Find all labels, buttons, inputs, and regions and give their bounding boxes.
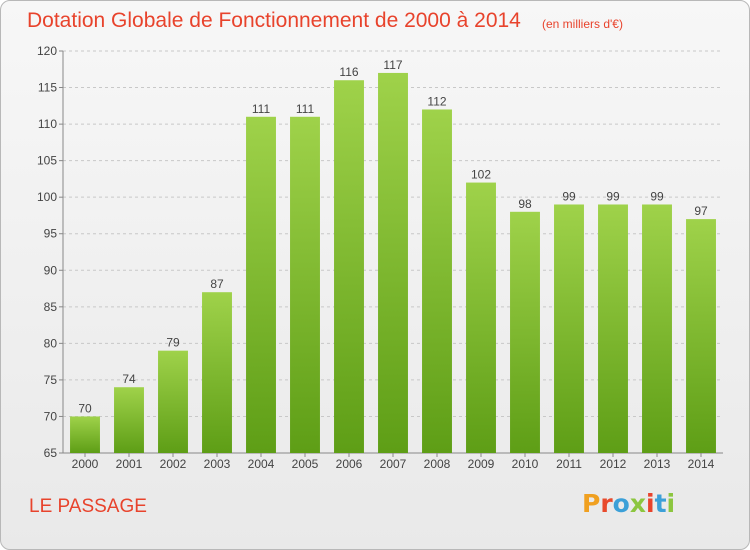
x-tick-label: 2014 <box>688 457 715 471</box>
x-tick-label: 2009 <box>468 457 495 471</box>
logo-letter: t <box>654 489 667 518</box>
bar <box>158 350 188 453</box>
y-tick-label: 80 <box>44 336 58 350</box>
bar <box>422 109 452 454</box>
x-tick-label: 2007 <box>380 457 407 471</box>
x-tick-label: 2011 <box>556 457 582 471</box>
x-tick-label: 2003 <box>204 457 231 471</box>
chart-unit-note: (en milliers d'€) <box>542 17 623 31</box>
logo-letter: i <box>666 489 676 518</box>
y-tick-label: 110 <box>38 117 57 131</box>
y-tick-label: 75 <box>44 373 58 387</box>
bar <box>246 116 276 454</box>
data-label: 116 <box>339 65 358 79</box>
labels: 65 70 75 80 85 90 95 100 105 110 115 120 70 2000 74 200… <box>37 44 715 471</box>
y-tick-label: 120 <box>37 44 57 58</box>
logo-letter: r <box>600 489 613 518</box>
bar <box>554 204 584 453</box>
x-tick-label: 2013 <box>644 457 671 471</box>
x-tick-label: 2005 <box>292 457 319 471</box>
data-label: 74 <box>122 372 136 386</box>
data-label: 87 <box>210 277 224 291</box>
logo-letter: x <box>629 489 646 518</box>
bar <box>378 72 408 453</box>
bar <box>642 204 672 453</box>
bar <box>70 416 100 453</box>
x-tick-label: 2000 <box>72 457 99 471</box>
bar <box>598 204 628 453</box>
logo-letter: i <box>646 489 655 518</box>
y-tick-label: 70 <box>44 409 58 423</box>
y-tick-label: 105 <box>37 154 57 168</box>
proxiti-logo[interactable]: Proxiti <box>582 489 675 518</box>
x-tick-label: 2004 <box>248 457 275 471</box>
data-label: 112 <box>427 94 446 108</box>
x-tick-label: 2001 <box>116 457 143 471</box>
logo-letter: o <box>612 489 630 518</box>
data-label: 102 <box>471 168 491 182</box>
x-tick-label: 2006 <box>336 457 363 471</box>
y-tick-label: 100 <box>37 190 57 204</box>
data-label: 79 <box>166 336 180 350</box>
y-tick-label: 115 <box>38 81 57 95</box>
commune-name: LE PASSAGE <box>29 496 147 517</box>
bars <box>70 72 716 454</box>
bar <box>686 219 716 453</box>
data-label: 111 <box>252 102 271 116</box>
data-label: 70 <box>78 401 92 415</box>
x-tick-label: 2002 <box>160 457 187 471</box>
bar <box>466 182 496 453</box>
logo-letter: P <box>582 489 601 518</box>
y-tick-label: 95 <box>44 227 58 241</box>
data-label: 111 <box>296 102 315 116</box>
y-tick-label: 90 <box>44 263 58 277</box>
x-tick-label: 2008 <box>424 457 451 471</box>
data-label: 99 <box>562 189 576 203</box>
data-label: 99 <box>650 189 664 203</box>
data-label: 117 <box>383 58 402 72</box>
bar <box>510 211 540 453</box>
bar <box>114 387 144 453</box>
chart-title: Dotation Globale de Fonctionnement de 20… <box>27 9 521 32</box>
data-label: 97 <box>694 204 708 218</box>
bar <box>290 116 320 454</box>
x-tick-label: 2012 <box>600 457 627 471</box>
x-tick-label: 2010 <box>512 457 539 471</box>
y-tick-label: 85 <box>44 300 58 314</box>
bar <box>202 292 232 453</box>
bar <box>334 80 364 454</box>
y-tick-label: 65 <box>44 446 58 460</box>
data-label: 98 <box>518 197 532 211</box>
data-label: 99 <box>606 189 620 203</box>
